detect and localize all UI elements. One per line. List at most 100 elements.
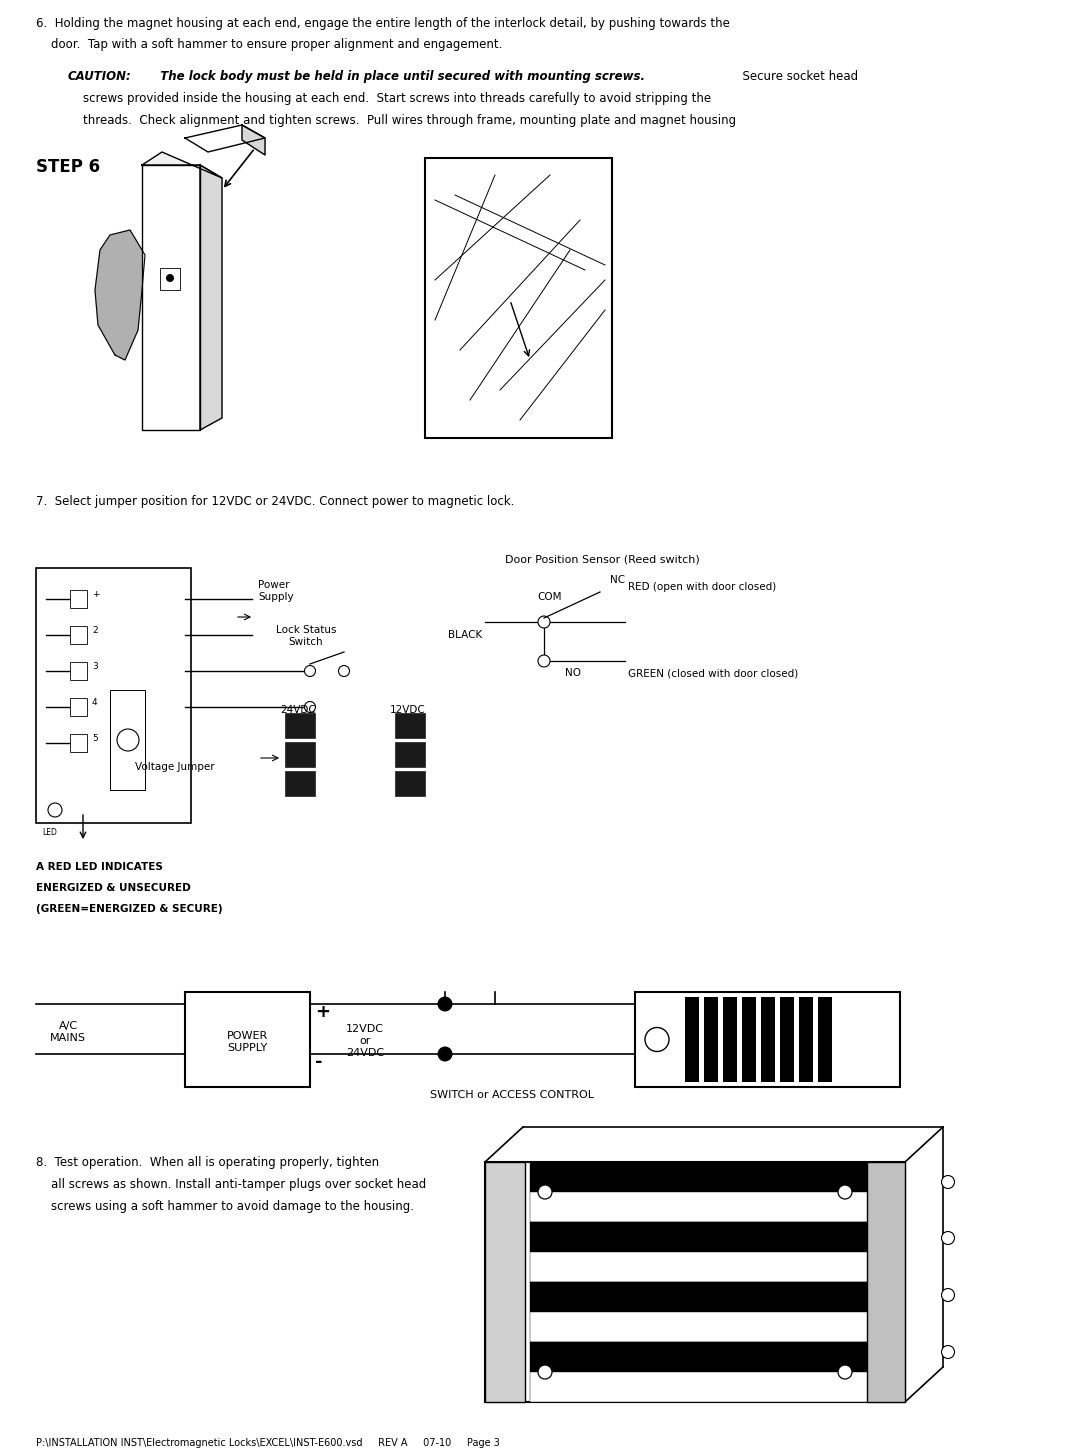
Bar	[36, 567, 191, 823]
Text: GREEN (closed with door closed): GREEN (closed with door closed)	[628, 667, 799, 678]
Bar	[70, 734, 87, 752]
Text: LED: LED	[42, 829, 57, 837]
Circle shape	[645, 1027, 669, 1052]
Circle shape	[339, 666, 349, 676]
Bar	[742, 997, 756, 1082]
Polygon shape	[200, 165, 222, 429]
Bar	[530, 1342, 895, 1373]
Bar	[394, 770, 425, 797]
Polygon shape	[242, 125, 265, 155]
Text: A/C
MAINS: A/C MAINS	[50, 1022, 86, 1043]
Text: BLACK: BLACK	[448, 630, 482, 640]
Text: P:\INSTALLATION INST\Electromagnetic Locks\EXCEL\INST-E600.vsd     REV A     07-: P:\INSTALLATION INST\Electromagnetic Loc…	[36, 1438, 500, 1448]
Text: RED (open with door closed): RED (open with door closed)	[628, 582, 776, 592]
Bar	[530, 1252, 895, 1283]
Bar	[485, 1162, 525, 1402]
Text: POWER
SUPPLY: POWER SUPPLY	[227, 1032, 268, 1053]
Circle shape	[941, 1232, 954, 1245]
Text: +: +	[92, 591, 100, 599]
Circle shape	[941, 1345, 954, 1358]
Text: 24VDC: 24VDC	[280, 705, 316, 715]
Bar	[185, 992, 310, 1087]
Bar	[110, 691, 145, 789]
Text: (GREEN=ENERGIZED & SECURE): (GREEN=ENERGIZED & SECURE)	[36, 904, 223, 914]
Polygon shape	[142, 152, 222, 178]
Text: A RED LED INDICATES: A RED LED INDICATES	[36, 862, 163, 872]
Bar	[70, 625, 87, 644]
Text: 4: 4	[92, 698, 98, 707]
Text: -: -	[315, 1053, 323, 1071]
Text: SWITCH or ACCESS CONTROL: SWITCH or ACCESS CONTROL	[430, 1090, 594, 1100]
Bar	[635, 992, 900, 1087]
Text: screws using a soft hammer to avoid damage to the housing.: screws using a soft hammer to avoid dama…	[36, 1200, 414, 1213]
Text: 2: 2	[92, 625, 98, 636]
Text: The lock body must be held in place until secured with mounting screws.: The lock body must be held in place unti…	[152, 70, 645, 83]
Bar	[530, 1193, 895, 1222]
Circle shape	[437, 1046, 452, 1062]
Circle shape	[166, 274, 174, 281]
Circle shape	[538, 617, 550, 628]
Circle shape	[941, 1288, 954, 1302]
Polygon shape	[142, 165, 200, 429]
Circle shape	[117, 728, 139, 752]
Text: Secure socket head: Secure socket head	[735, 70, 858, 83]
Text: 7.  Select jumper position for 12VDC or 24VDC. Connect power to magnetic lock.: 7. Select jumper position for 12VDC or 2…	[36, 495, 515, 508]
Text: Power
Supply: Power Supply	[258, 580, 294, 602]
Text: +: +	[315, 1003, 330, 1022]
Bar	[530, 1283, 895, 1312]
Circle shape	[538, 1365, 552, 1378]
Circle shape	[304, 701, 315, 712]
Text: all screws as shown. Install anti-tamper plugs over socket head: all screws as shown. Install anti-tamper…	[36, 1178, 427, 1191]
Bar	[818, 997, 832, 1082]
Circle shape	[48, 802, 62, 817]
Bar	[704, 997, 718, 1082]
Text: 5: 5	[92, 734, 98, 743]
Text: STEP 6: STEP 6	[36, 158, 100, 176]
Text: 12VDC: 12VDC	[390, 705, 426, 715]
Circle shape	[941, 1175, 954, 1188]
Bar	[285, 741, 315, 768]
Text: COM: COM	[538, 592, 562, 602]
Text: door.  Tap with a soft hammer to ensure proper alignment and engagement.: door. Tap with a soft hammer to ensure p…	[36, 38, 503, 51]
Bar	[425, 158, 612, 438]
Bar	[70, 591, 87, 608]
Text: Voltage Jumper: Voltage Jumper	[135, 762, 214, 772]
Bar	[70, 698, 87, 715]
Circle shape	[838, 1365, 852, 1378]
Bar	[530, 1162, 895, 1193]
Text: threads.  Check alignment and tighten screws.  Pull wires through frame, mountin: threads. Check alignment and tighten scr…	[68, 115, 736, 128]
Circle shape	[437, 997, 452, 1011]
Circle shape	[838, 1185, 852, 1199]
Text: 12VDC
or
24VDC: 12VDC or 24VDC	[346, 1024, 384, 1058]
Bar	[530, 1373, 895, 1402]
Text: ENERGIZED & UNSECURED: ENERGIZED & UNSECURED	[36, 884, 191, 892]
Bar	[485, 1162, 905, 1402]
Bar	[685, 997, 699, 1082]
Text: 3: 3	[92, 662, 98, 670]
Bar	[394, 741, 425, 768]
Circle shape	[538, 1185, 552, 1199]
Text: screws provided inside the housing at each end.  Start screws into threads caref: screws provided inside the housing at ea…	[68, 91, 711, 104]
Text: NC: NC	[610, 575, 626, 585]
Text: CAUTION:: CAUTION:	[68, 70, 132, 83]
Circle shape	[304, 666, 315, 676]
Circle shape	[538, 654, 550, 667]
Polygon shape	[185, 125, 265, 152]
Bar	[530, 1222, 895, 1252]
Text: Lock Status
Switch: Lock Status Switch	[276, 625, 337, 647]
Bar	[723, 997, 736, 1082]
Bar	[285, 770, 315, 797]
Bar	[867, 1162, 905, 1402]
Text: 8.  Test operation.  When all is operating properly, tighten: 8. Test operation. When all is operating…	[36, 1156, 379, 1170]
Bar	[761, 997, 775, 1082]
Bar	[530, 1312, 895, 1342]
Text: 6.  Holding the magnet housing at each end, engage the entire length of the inte: 6. Holding the magnet housing at each en…	[36, 17, 730, 30]
Bar	[160, 268, 180, 290]
Text: NO: NO	[565, 667, 581, 678]
Bar	[780, 997, 794, 1082]
Bar	[285, 712, 315, 739]
Bar	[70, 662, 87, 681]
Polygon shape	[95, 231, 145, 360]
Bar	[799, 997, 813, 1082]
Bar	[394, 712, 425, 739]
